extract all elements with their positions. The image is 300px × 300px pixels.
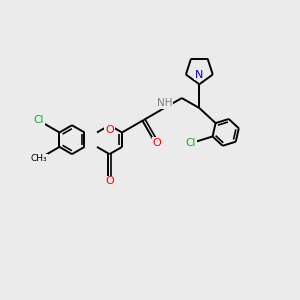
- Text: CH₃: CH₃: [31, 154, 48, 163]
- Text: O: O: [105, 125, 114, 135]
- Text: Cl: Cl: [34, 116, 44, 125]
- Text: O: O: [153, 138, 161, 148]
- Text: N: N: [195, 70, 203, 80]
- Text: Cl: Cl: [186, 138, 196, 148]
- Text: NH: NH: [157, 98, 172, 108]
- Text: O: O: [105, 176, 114, 187]
